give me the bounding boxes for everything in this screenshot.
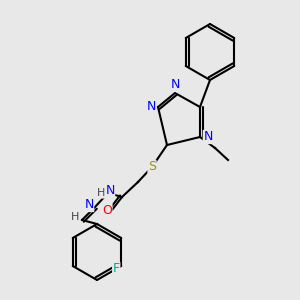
Text: H: H (71, 212, 79, 222)
Text: N: N (84, 199, 94, 212)
Text: N: N (146, 100, 156, 113)
Text: H: H (97, 188, 105, 198)
Text: F: F (113, 262, 120, 275)
Text: N: N (203, 130, 213, 143)
Text: N: N (105, 184, 115, 197)
Text: O: O (102, 203, 112, 217)
Text: N: N (170, 79, 180, 92)
Text: S: S (148, 160, 156, 173)
